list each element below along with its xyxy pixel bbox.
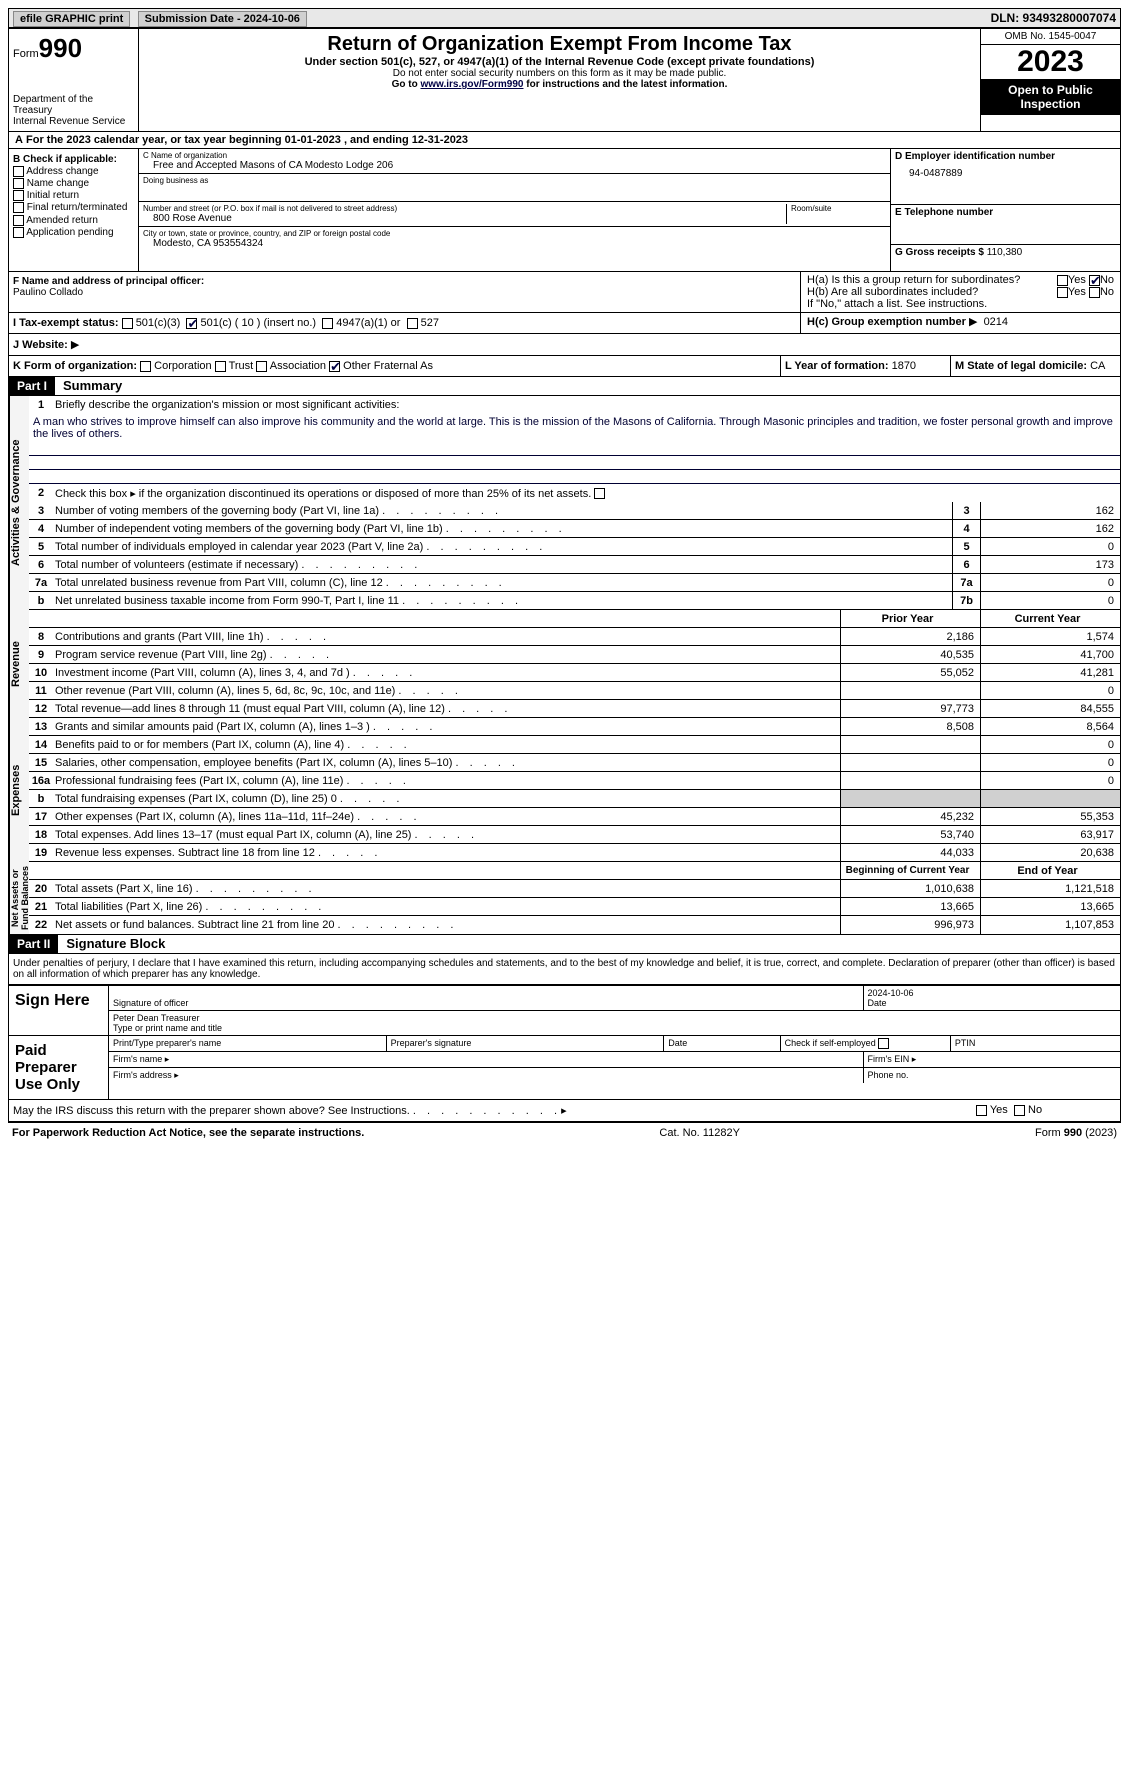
gov-line: 3Number of voting members of the governi…	[29, 502, 1120, 520]
page-footer: For Paperwork Reduction Act Notice, see …	[8, 1122, 1121, 1143]
net-line: 21Total liabilities (Part X, line 26) . …	[29, 898, 1120, 916]
k-trust[interactable]	[215, 361, 226, 372]
k-corp[interactable]	[140, 361, 151, 372]
form-subtitle: Under section 501(c), 527, or 4947(a)(1)…	[143, 56, 976, 68]
open-public: Open to Public Inspection	[981, 79, 1120, 115]
ha-yes[interactable]	[1057, 275, 1068, 286]
goto-prefix: Go to	[392, 79, 418, 90]
chk-initial[interactable]	[13, 190, 24, 201]
rev-line: 10Investment income (Part VIII, column (…	[29, 664, 1120, 682]
line2-chk[interactable]	[594, 488, 605, 499]
vlabel-rev: Revenue	[9, 610, 29, 718]
i-4947[interactable]	[322, 318, 333, 329]
rev-line: 9Program service revenue (Part VIII, lin…	[29, 646, 1120, 664]
k-assoc[interactable]	[256, 361, 267, 372]
chk-amended[interactable]	[13, 215, 24, 226]
gov-line: 6Total number of volunteers (estimate if…	[29, 556, 1120, 574]
exp-line: 15Salaries, other compensation, employee…	[29, 754, 1120, 772]
net-line: 20Total assets (Part X, line 16) . . . .…	[29, 880, 1120, 898]
form-title: Return of Organization Exempt From Incom…	[143, 33, 976, 56]
section-i: I Tax-exempt status: 501(c)(3) 501(c) ( …	[9, 313, 800, 333]
k-other[interactable]	[329, 361, 340, 372]
gov-line: bNet unrelated business taxable income f…	[29, 592, 1120, 610]
top-bar: efile GRAPHIC print Submission Date - 20…	[8, 8, 1121, 28]
chk-name[interactable]	[13, 178, 24, 189]
section-a: A For the 2023 calendar year, or tax yea…	[9, 132, 474, 148]
vlabel-gov: Activities & Governance	[9, 396, 29, 610]
gov-line: 7aTotal unrelated business revenue from …	[29, 574, 1120, 592]
ha-no[interactable]	[1089, 275, 1100, 286]
section-h: H(a) Is this a group return for subordin…	[800, 272, 1120, 312]
sign-here-label: Sign Here	[9, 986, 109, 1035]
dept-text: Department of the Treasury Internal Reve…	[13, 94, 134, 127]
section-k: K Form of organization: Corporation Trus…	[9, 356, 780, 376]
rev-line: 11Other revenue (Part VIII, column (A), …	[29, 682, 1120, 700]
section-hc: H(c) Group exemption number ▶ 0214	[800, 313, 1120, 333]
form-header: Form990 Department of the Treasury Inter…	[8, 28, 1121, 132]
paid-preparer-block: Paid Preparer Use Only Print/Type prepar…	[8, 1036, 1121, 1100]
ssn-warning: Do not enter social security numbers on …	[143, 68, 976, 79]
rev-line: 12Total revenue—add lines 8 through 11 (…	[29, 700, 1120, 718]
section-b: B Check if applicable: Address change Na…	[9, 149, 139, 271]
exp-line: 19Revenue less expenses. Subtract line 1…	[29, 844, 1120, 862]
exp-line: 13Grants and similar amounts paid (Part …	[29, 718, 1120, 736]
section-j: J Website: ▶	[9, 334, 1120, 355]
section-c: C Name of organizationFree and Accepted …	[139, 149, 890, 271]
section-de: D Employer identification number94-04878…	[890, 149, 1120, 271]
submission-btn[interactable]: Submission Date - 2024-10-06	[138, 11, 307, 27]
paid-preparer-label: Paid Preparer Use Only	[9, 1036, 109, 1099]
self-employed-chk[interactable]	[878, 1038, 889, 1049]
i-527[interactable]	[407, 318, 418, 329]
exp-line: 17Other expenses (Part IX, column (A), l…	[29, 808, 1120, 826]
section-m: M State of legal domicile: CA	[950, 356, 1120, 376]
exp-line: bTotal fundraising expenses (Part IX, co…	[29, 790, 1120, 808]
exp-line: 16aProfessional fundraising fees (Part I…	[29, 772, 1120, 790]
vlabel-net: Net Assets or Fund Balances	[9, 862, 29, 934]
revenue-section: Revenue Prior Year Current Year 8Contrib…	[8, 610, 1121, 718]
chk-pending[interactable]	[13, 227, 24, 238]
part1-bar: Part ISummary	[8, 377, 1121, 396]
form-number: Form990	[13, 33, 134, 64]
part2-bar: Part IISignature Block	[8, 935, 1121, 954]
rev-line: 8Contributions and grants (Part VIII, li…	[29, 628, 1120, 646]
hb-no[interactable]	[1089, 287, 1100, 298]
gov-line: 5Total number of individuals employed in…	[29, 538, 1120, 556]
chk-final[interactable]	[13, 202, 24, 213]
discuss-no[interactable]	[1014, 1105, 1025, 1116]
tax-year: 2023	[981, 45, 1120, 79]
section-f: F Name and address of principal officer:…	[9, 272, 800, 312]
i-501c3[interactable]	[122, 318, 133, 329]
expenses-section: Expenses 13Grants and similar amounts pa…	[8, 718, 1121, 862]
net-line: 22Net assets or fund balances. Subtract …	[29, 916, 1120, 934]
efile-btn[interactable]: efile GRAPHIC print	[13, 11, 130, 27]
discuss-yes[interactable]	[976, 1105, 987, 1116]
chk-address[interactable]	[13, 166, 24, 177]
exp-line: 18Total expenses. Add lines 13–17 (must …	[29, 826, 1120, 844]
netassets-section: Net Assets or Fund Balances Beginning of…	[8, 862, 1121, 935]
vlabel-exp: Expenses	[9, 718, 29, 862]
goto-suffix: for instructions and the latest informat…	[526, 79, 727, 90]
governance-section: Activities & Governance 1 Briefly descri…	[8, 396, 1121, 610]
sign-here-block: Sign Here Signature of officer 2024-10-0…	[8, 985, 1121, 1036]
i-501c[interactable]	[186, 318, 197, 329]
gov-line: 4Number of independent voting members of…	[29, 520, 1120, 538]
section-l: L Year of formation: 1870	[780, 356, 950, 376]
exp-line: 14Benefits paid to or for members (Part …	[29, 736, 1120, 754]
perjury-text: Under penalties of perjury, I declare th…	[8, 954, 1121, 985]
omb-number: OMB No. 1545-0047	[981, 29, 1120, 45]
irs-link[interactable]: www.irs.gov/Form990	[420, 79, 523, 90]
dln-text: DLN: 93493280007074	[991, 11, 1116, 25]
hb-yes[interactable]	[1057, 287, 1068, 298]
mission-text: A man who strives to improve himself can…	[29, 414, 1120, 442]
discuss-text: May the IRS discuss this return with the…	[13, 1104, 976, 1117]
